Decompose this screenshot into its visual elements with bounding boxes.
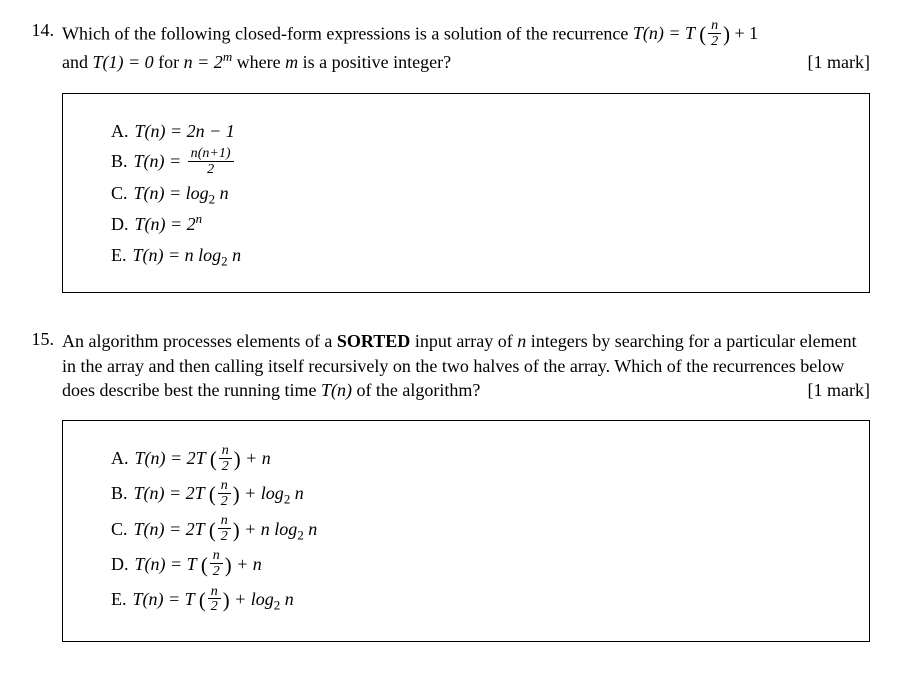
q14-recur: T(n) = T (n2) + 1 (633, 23, 758, 43)
option-b: B. T(n) = 2T (n2) + log2 n (111, 478, 839, 513)
option-e: E. T(n) = n log2 n (111, 240, 839, 271)
q14-ncond: n = 2m (184, 52, 233, 72)
option-a: A. T(n) = 2n − 1 (111, 116, 839, 147)
question-14: 14. Which of the following closed-form e… (20, 20, 870, 75)
option-a: A. T(n) = 2T (n2) + n (111, 443, 839, 478)
option-c: C. T(n) = 2T (n2) + n log2 n (111, 514, 839, 549)
q14-text-mid: and (62, 52, 93, 72)
option-b: B. T(n) = n(n+1)2 (111, 146, 839, 178)
q14-base: T(1) = 0 (93, 52, 154, 72)
question-mark: [1 mark] (808, 50, 870, 74)
sorted-word: SORTED (337, 331, 410, 351)
question-number: 15. (20, 329, 62, 402)
question-number: 14. (20, 20, 62, 75)
question-body: Which of the following closed-form expre… (62, 20, 870, 75)
q14-options: A. T(n) = 2n − 1 B. T(n) = n(n+1)2 C. T(… (62, 93, 870, 293)
option-e: E. T(n) = T (n2) + log2 n (111, 584, 839, 619)
question-text: An algorithm processes elements of a SOR… (62, 329, 870, 402)
option-d: D. T(n) = T (n2) + n (111, 549, 839, 584)
option-d: D. T(n) = 2n (111, 209, 839, 240)
question-15: 15. An algorithm processes elements of a… (20, 329, 870, 402)
question-body: An algorithm processes elements of a SOR… (62, 329, 870, 402)
q15-options: A. T(n) = 2T (n2) + n B. T(n) = 2T (n2) … (62, 420, 870, 642)
option-c: C. T(n) = log2 n (111, 178, 839, 209)
question-mark: [1 mark] (808, 378, 870, 402)
q14-text-pre: Which of the following closed-form expre… (62, 23, 633, 43)
question-text: Which of the following closed-form expre… (62, 20, 870, 75)
